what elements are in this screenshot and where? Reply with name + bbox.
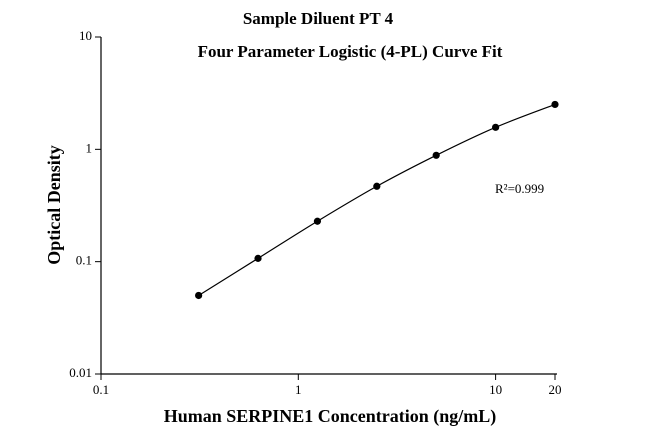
x-tick-label: 10	[489, 382, 502, 397]
data-point	[551, 100, 559, 109]
x-tick-label: 20	[549, 382, 562, 397]
y-tick-label: 0.1	[76, 253, 92, 268]
data-point	[492, 123, 500, 131]
y-tick-label: 1	[86, 140, 93, 155]
x-tick-label: 0.1	[93, 382, 109, 397]
y-tick-label: 0.01	[69, 365, 92, 380]
annotation: R²=0.999	[495, 181, 544, 196]
fit-curve	[198, 103, 556, 296]
data-point	[313, 217, 322, 225]
chart-subtitle: Four Parameter Logistic (4-PL) Curve Fit	[198, 42, 503, 61]
data-point	[432, 151, 440, 159]
x-tick-label: 1	[295, 382, 302, 397]
chart-title: Sample Diluent PT 4	[243, 9, 394, 28]
data-point	[195, 291, 203, 300]
y-tick-label: 10	[79, 28, 92, 43]
x-axis-label: Human SERPINE1 Concentration (ng/mL)	[164, 406, 497, 427]
data-point	[254, 254, 262, 262]
y-axis-label: Optical Density	[44, 145, 64, 265]
data-point	[373, 182, 381, 190]
